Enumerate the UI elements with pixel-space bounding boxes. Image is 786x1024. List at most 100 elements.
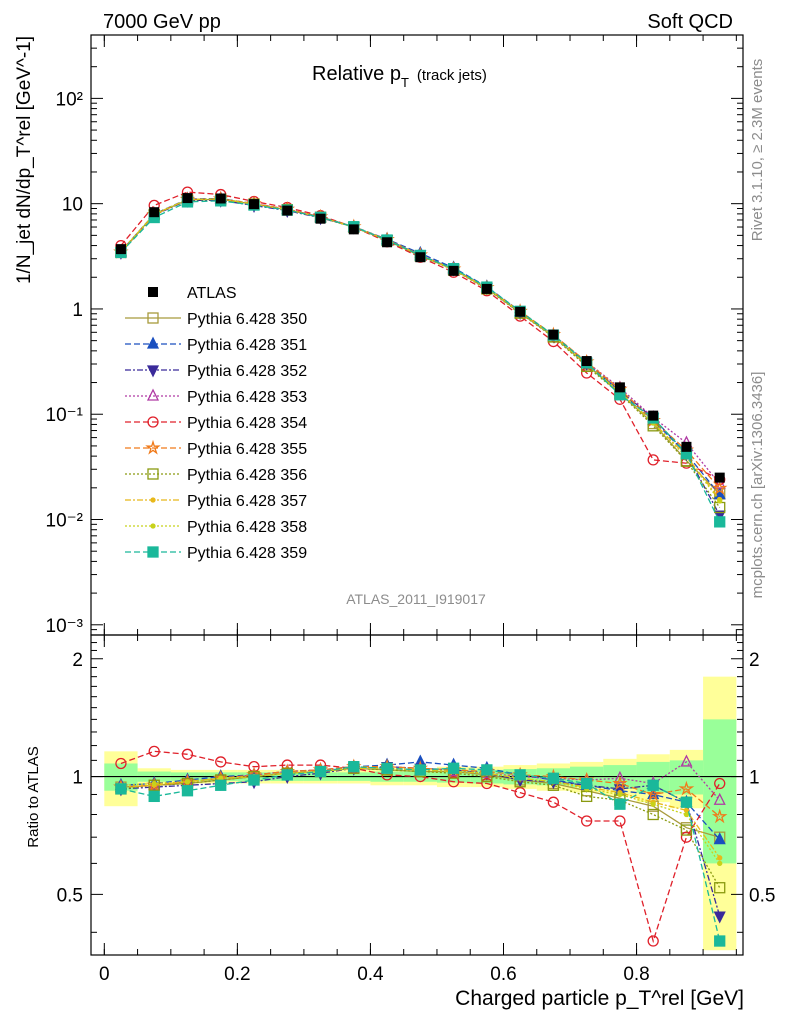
series-point [248, 774, 260, 786]
legend-label: Pythia 6.428 353 [187, 389, 307, 406]
series-point [281, 769, 293, 781]
legend-label: Pythia 6.428 354 [187, 415, 307, 432]
series-point [447, 762, 460, 774]
series-point [683, 811, 690, 818]
series-point [481, 764, 493, 776]
series-point [714, 777, 726, 790]
legend-item: Pythia 6.428 350 [125, 311, 307, 328]
legend-marker [148, 287, 158, 297]
legend: ATLAS Pythia 6.428 350 Pythia 6.428 351 Pyt… [125, 285, 307, 562]
legend-item-data: ATLAS [148, 285, 237, 302]
series-point [713, 832, 726, 845]
analysis-id: ATLAS_2011_I919017 [346, 591, 486, 607]
legend-label: Pythia 6.428 352 [187, 363, 307, 380]
series-point [181, 748, 194, 760]
series-point [614, 798, 626, 810]
plot-title: Relative pT (track jets) [312, 63, 487, 90]
series-point [547, 796, 560, 808]
data-point [182, 193, 193, 204]
series-point [184, 779, 191, 785]
y-tick-label: 10² [56, 89, 83, 110]
series-point [713, 476, 726, 489]
series-point [215, 779, 227, 791]
legend-item: Pythia 6.428 353 [125, 388, 307, 406]
x-tick-label: 0.2 [224, 964, 250, 985]
series-point [581, 777, 593, 790]
series-point [645, 786, 661, 802]
series-point [717, 498, 723, 504]
series-point [717, 855, 723, 861]
series-point [713, 792, 726, 805]
series-point [647, 935, 659, 947]
y-axis-label-main: 1/N_jet dN/dp_T^rel [GeV^-1] [14, 36, 35, 284]
data-point [282, 205, 293, 216]
legend-item: Pythia 6.428 357 [125, 493, 307, 510]
series-point [612, 775, 628, 791]
legend-marker [147, 468, 159, 480]
header-right: Soft QCD [647, 11, 733, 33]
legend-marker [146, 388, 160, 401]
series-point [713, 911, 726, 924]
legend-marker [146, 336, 160, 349]
series-point [115, 757, 127, 770]
series-point [650, 801, 656, 807]
legend-label: Pythia 6.428 356 [187, 467, 307, 484]
legend-item: Pythia 6.428 355 [125, 439, 307, 458]
title-extra: (track jets) [417, 67, 487, 84]
data-point [415, 252, 426, 263]
series-point [181, 785, 194, 797]
series-line [120, 191, 720, 481]
main-panel [113, 186, 728, 528]
series-point [647, 454, 659, 466]
data-point [149, 207, 160, 218]
x-tick-label: 0.6 [490, 964, 516, 985]
title-sub: T [401, 75, 409, 90]
y-tick-label: 1 [72, 300, 83, 321]
y-axis-label-ratio: Ratio to ATLAS [25, 746, 42, 847]
series-point [215, 756, 227, 768]
legend-marker [146, 365, 160, 378]
data-point [714, 472, 725, 483]
legend-marker [147, 312, 159, 324]
data-point [648, 410, 659, 421]
legend-label: Pythia 6.428 358 [187, 519, 307, 536]
series-point [680, 824, 693, 836]
series-point [148, 790, 160, 803]
legend-marker [147, 416, 159, 428]
legend-label: Pythia 6.428 357 [187, 493, 307, 510]
ratio-tick-label-right: 2 [749, 650, 760, 671]
series-point [414, 764, 426, 776]
x-tick-label: 0.8 [623, 964, 649, 985]
x-axis-label: Charged particle p_T^rel [GeV] [455, 987, 744, 1010]
series-point [678, 780, 695, 796]
series-point [647, 779, 659, 791]
series-point [711, 480, 728, 496]
legend-marker [150, 497, 156, 503]
legend-label: Pythia 6.428 351 [187, 337, 307, 354]
series-point [717, 860, 723, 867]
series-point [711, 808, 728, 824]
series-ratio-10 [115, 761, 726, 947]
data-point [614, 382, 625, 393]
ratio-bands [104, 676, 737, 951]
series-point [514, 769, 526, 781]
legend-item: Pythia 6.428 356 [125, 467, 307, 484]
legend-item: Pythia 6.428 359 [125, 545, 307, 562]
legend-marker [150, 523, 156, 529]
data-point [448, 265, 459, 276]
frames: 10⁻³ 10⁻² 10⁻¹ 1 10 10² 0.5 0.5 1 1 2 2 0 0.2 0.4 0.6 0.… [46, 34, 775, 985]
legend-label: Pythia 6.428 355 [187, 441, 307, 458]
series-point [514, 786, 526, 799]
ratio-tick-label-right: 0.5 [749, 885, 775, 906]
data-point [548, 329, 559, 340]
mcplots-label: mcplots.cern.ch [arXiv:1306.3436] [749, 372, 766, 599]
data-point [581, 356, 592, 367]
series-point [714, 882, 726, 894]
data-point [681, 441, 692, 452]
ratio-tick-label-right: 1 [749, 768, 760, 789]
legend-item: Pythia 6.428 352 [125, 363, 307, 380]
series-line [120, 750, 721, 944]
series-point [680, 831, 693, 843]
legend-label: Pythia 6.428 359 [187, 545, 307, 562]
